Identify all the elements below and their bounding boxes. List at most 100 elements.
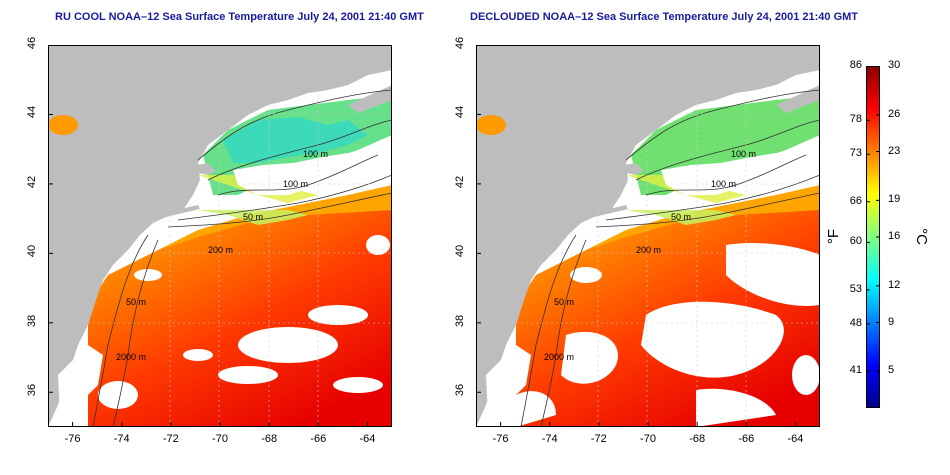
- cloud-patch: [641, 301, 784, 378]
- contour-label: 2000 m: [544, 352, 574, 362]
- fahrenheit-tick-label: 78: [849, 113, 862, 126]
- y-tick-label: 42: [454, 175, 467, 189]
- fahrenheit-unit-label: °F: [825, 228, 843, 245]
- cool-water-cyan: [223, 117, 368, 163]
- celsius-tick-label: 5: [888, 364, 895, 377]
- land: [48, 45, 392, 427]
- celsius-tick-label: 19: [888, 193, 901, 206]
- cloud-patch: [134, 269, 162, 281]
- x-tick-label: -72: [162, 433, 179, 445]
- y-tick-label: 38: [454, 314, 467, 327]
- celsius-tick-label: 26: [888, 107, 901, 120]
- cloud-patch: [726, 243, 820, 306]
- contour-labels: 100 m 100 m 50 m 200 m 50 m 2000 m: [544, 149, 756, 362]
- cloud-patch: [333, 377, 383, 393]
- cloud-patch: [561, 331, 618, 384]
- nova-scotia: [776, 85, 820, 113]
- grid-lines: [48, 45, 392, 427]
- land: [476, 45, 820, 427]
- contour-labels: 100 m 100 m 50 m 200 m 50 m 2000 m: [116, 149, 328, 362]
- grid-lines: [476, 45, 820, 427]
- x-tick-label: -66: [310, 433, 327, 445]
- cloud-patch: [570, 267, 602, 283]
- cloud-patch: [308, 305, 368, 325]
- x-tick-label: -74: [113, 433, 130, 445]
- y-tick-label: 42: [26, 175, 39, 189]
- x-tick-label: -70: [640, 433, 656, 445]
- right-sst-map: 100 m 100 m 50 m 200 m 50 m 2000 m: [476, 45, 820, 427]
- contour-label: 100 m: [303, 149, 328, 159]
- axis-ticks: [48, 45, 368, 427]
- fahrenheit-tick-label: 86: [849, 59, 862, 71]
- fahrenheit-tick-label: 66: [849, 194, 862, 207]
- x-tick-label: -70: [212, 433, 228, 445]
- long-island: [163, 205, 200, 217]
- celsius-tick-label: 30: [888, 59, 901, 71]
- cloud-patch: [98, 381, 138, 409]
- fahrenheit-tick-label: 48: [849, 316, 862, 329]
- x-tick-label: -68: [261, 433, 278, 445]
- contour-label: 200 m: [208, 245, 233, 255]
- axis-ticks: [476, 45, 796, 427]
- nova-scotia: [348, 85, 392, 113]
- cloud-patch: [183, 349, 213, 361]
- cloud-patch: [792, 355, 820, 395]
- cloud-patch: [238, 327, 338, 363]
- coastal-cloud: [58, 345, 103, 415]
- y-tick-label: 44: [26, 106, 39, 119]
- x-tick-label: -76: [492, 433, 509, 445]
- left-sst-map: 100 m 100 m 50 m 200 m 50 m 2000 m: [48, 45, 392, 427]
- x-tick-label: -66: [738, 433, 755, 445]
- contour-label: 50 m: [126, 297, 146, 307]
- y-tick-label: 36: [26, 384, 39, 397]
- y-tick-label: 40: [454, 245, 467, 258]
- contour-label: 2000 m: [116, 352, 146, 362]
- cloud-patch: [218, 366, 278, 384]
- x-tick-label: -76: [64, 433, 81, 445]
- contour-label: 50 m: [243, 212, 263, 222]
- georges-bank-cloud: [661, 153, 796, 195]
- x-tick-label: -64: [787, 433, 804, 445]
- celsius-tick-label: 23: [888, 144, 901, 157]
- contour-label: 200 m: [636, 245, 661, 255]
- left-map-title: RU COOL NOAA–12 Sea Surface Temperature …: [55, 11, 424, 23]
- fundy-warm-patch: [476, 115, 506, 135]
- celsius-unit-label: °C: [912, 228, 930, 245]
- contour-label: 100 m: [283, 179, 308, 189]
- cloud-patch: [366, 235, 390, 255]
- colorbar-ticks: [866, 66, 880, 372]
- x-tick-label: -68: [689, 433, 706, 445]
- y-tick-label: 40: [26, 245, 39, 258]
- cape-cod: [196, 163, 216, 175]
- fundy-warm-patch: [48, 115, 78, 135]
- warm-water: [88, 205, 392, 427]
- contour-label: 50 m: [671, 212, 691, 222]
- temperature-colorbar: [866, 66, 880, 408]
- cloud-patch: [696, 388, 776, 427]
- bathymetry-contours: [92, 89, 392, 427]
- fahrenheit-tick-label: 41: [849, 364, 862, 377]
- fahrenheit-tick-label: 73: [849, 147, 862, 160]
- right-map-title: DECLOUDED NOAA–12 Sea Surface Temperatur…: [470, 11, 859, 23]
- fahrenheit-tick-label: 60: [849, 235, 862, 248]
- y-tick-label: 38: [26, 314, 39, 327]
- celsius-tick-label: 16: [888, 230, 901, 242]
- cape-cod: [624, 163, 644, 175]
- long-island: [591, 205, 628, 217]
- y-tick-label: 46: [26, 36, 39, 50]
- celsius-tick-label: 12: [888, 278, 901, 291]
- y-tick-label: 44: [454, 106, 467, 119]
- celsius-tick-label: 9: [888, 315, 895, 328]
- contour-label: 100 m: [711, 179, 736, 189]
- x-tick-label: -74: [541, 433, 558, 445]
- y-tick-label: 46: [454, 36, 467, 50]
- contour-label: 50 m: [554, 297, 574, 307]
- georges-bank-cloud: [233, 153, 368, 195]
- y-tick-label: 36: [454, 384, 467, 397]
- contour-label: 100 m: [731, 149, 756, 159]
- x-tick-label: -72: [590, 433, 607, 445]
- x-tick-label: -64: [359, 433, 376, 445]
- coastal-cloud: [486, 345, 531, 415]
- fahrenheit-tick-label: 53: [849, 282, 862, 295]
